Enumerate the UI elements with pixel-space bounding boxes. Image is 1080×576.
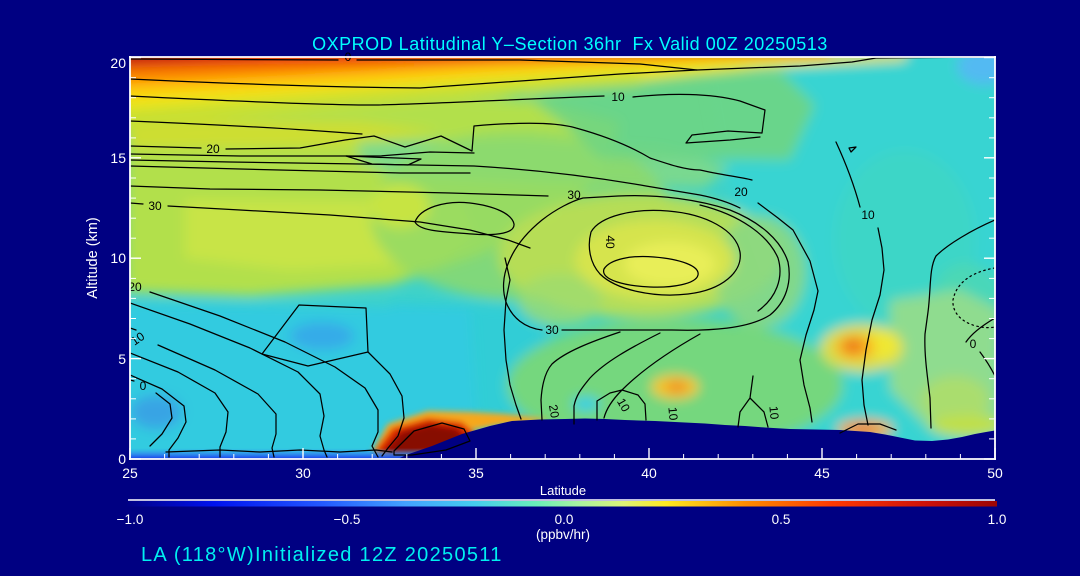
svg-text:40: 40	[641, 465, 657, 481]
svg-text:10: 10	[614, 396, 633, 415]
svg-text:−0.5: −0.5	[334, 512, 361, 527]
svg-text:10: 10	[665, 406, 680, 421]
svg-text:10: 10	[766, 405, 781, 420]
svg-text:20: 20	[546, 404, 562, 420]
svg-text:30: 30	[545, 323, 559, 337]
svg-text:25: 25	[122, 465, 138, 481]
svg-text:Altitude (km): Altitude (km)	[85, 217, 101, 298]
svg-text:OXPROD Latitudinal Y–Section 3: OXPROD Latitudinal Y–Section 36hr Fx Val…	[312, 34, 828, 54]
svg-text:20: 20	[734, 185, 748, 199]
svg-text:0: 0	[118, 451, 126, 467]
svg-text:0: 0	[140, 379, 147, 393]
svg-text:35: 35	[468, 465, 484, 481]
svg-text:Latitude: Latitude	[540, 483, 586, 498]
svg-text:1.0: 1.0	[988, 512, 1007, 527]
svg-text:0: 0	[970, 337, 977, 351]
svg-text:5: 5	[118, 351, 126, 367]
svg-text:45: 45	[814, 465, 830, 481]
svg-text:0.5: 0.5	[772, 512, 791, 527]
svg-text:30: 30	[295, 465, 311, 481]
svg-text:10: 10	[861, 208, 875, 222]
svg-text:20: 20	[128, 280, 142, 294]
svg-text:0.0: 0.0	[555, 512, 574, 527]
svg-text:15: 15	[110, 150, 126, 166]
svg-text:20: 20	[206, 142, 220, 156]
svg-text:30: 30	[148, 199, 162, 213]
svg-text:20: 20	[110, 55, 126, 71]
svg-text:−1.0: −1.0	[117, 512, 144, 527]
svg-text:50: 50	[987, 465, 1003, 481]
svg-text:10: 10	[110, 250, 126, 266]
svg-text:10: 10	[611, 90, 625, 104]
svg-text:40: 40	[603, 235, 617, 249]
svg-text:LA (118°W)Initialized 12Z 2025: LA (118°W)Initialized 12Z 20250511	[141, 544, 503, 566]
svg-text:30: 30	[567, 188, 581, 202]
svg-text:(ppbv/hr): (ppbv/hr)	[536, 527, 590, 542]
